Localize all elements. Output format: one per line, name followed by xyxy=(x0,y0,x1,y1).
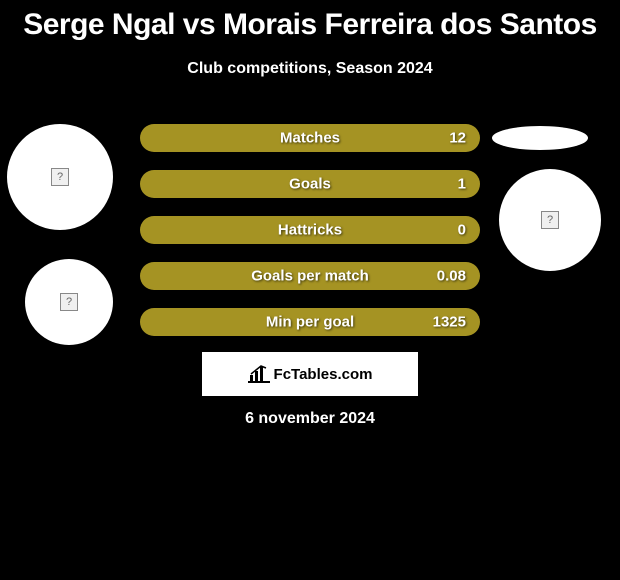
stat-value: 1 xyxy=(458,176,466,193)
stat-value: 1325 xyxy=(433,314,466,331)
bar-chart-icon xyxy=(248,365,270,383)
image-placeholder-icon xyxy=(60,293,78,311)
stats-container: Matches 12 Goals 1 Hattricks 0 Goals per… xyxy=(140,124,480,354)
stat-value: 0 xyxy=(458,222,466,239)
brand-logo: FcTables.com xyxy=(248,365,373,383)
stat-label: Min per goal xyxy=(266,314,354,331)
player-right-avatar xyxy=(499,169,601,271)
brand-box: FcTables.com xyxy=(202,352,418,396)
stat-row: Matches 12 xyxy=(140,124,480,152)
footer-date: 6 november 2024 xyxy=(0,410,620,428)
stat-value: 0.08 xyxy=(437,268,466,285)
player-left-avatar-1 xyxy=(7,124,113,230)
image-placeholder-icon xyxy=(541,211,559,229)
brand-text: FcTables.com xyxy=(274,366,373,383)
page-subtitle: Club competitions, Season 2024 xyxy=(0,60,620,78)
stat-row: Goals 1 xyxy=(140,170,480,198)
page-title: Serge Ngal vs Morais Ferreira dos Santos xyxy=(0,0,620,42)
stat-row: Goals per match 0.08 xyxy=(140,262,480,290)
stat-value: 12 xyxy=(449,130,466,147)
stat-label: Goals xyxy=(289,176,331,193)
player-right-ellipse xyxy=(492,126,588,150)
stat-label: Hattricks xyxy=(278,222,342,239)
player-left-avatar-2 xyxy=(25,259,113,345)
stat-row: Min per goal 1325 xyxy=(140,308,480,336)
stat-row: Hattricks 0 xyxy=(140,216,480,244)
image-placeholder-icon xyxy=(51,168,69,186)
stat-label: Goals per match xyxy=(251,268,369,285)
stat-label: Matches xyxy=(280,130,340,147)
